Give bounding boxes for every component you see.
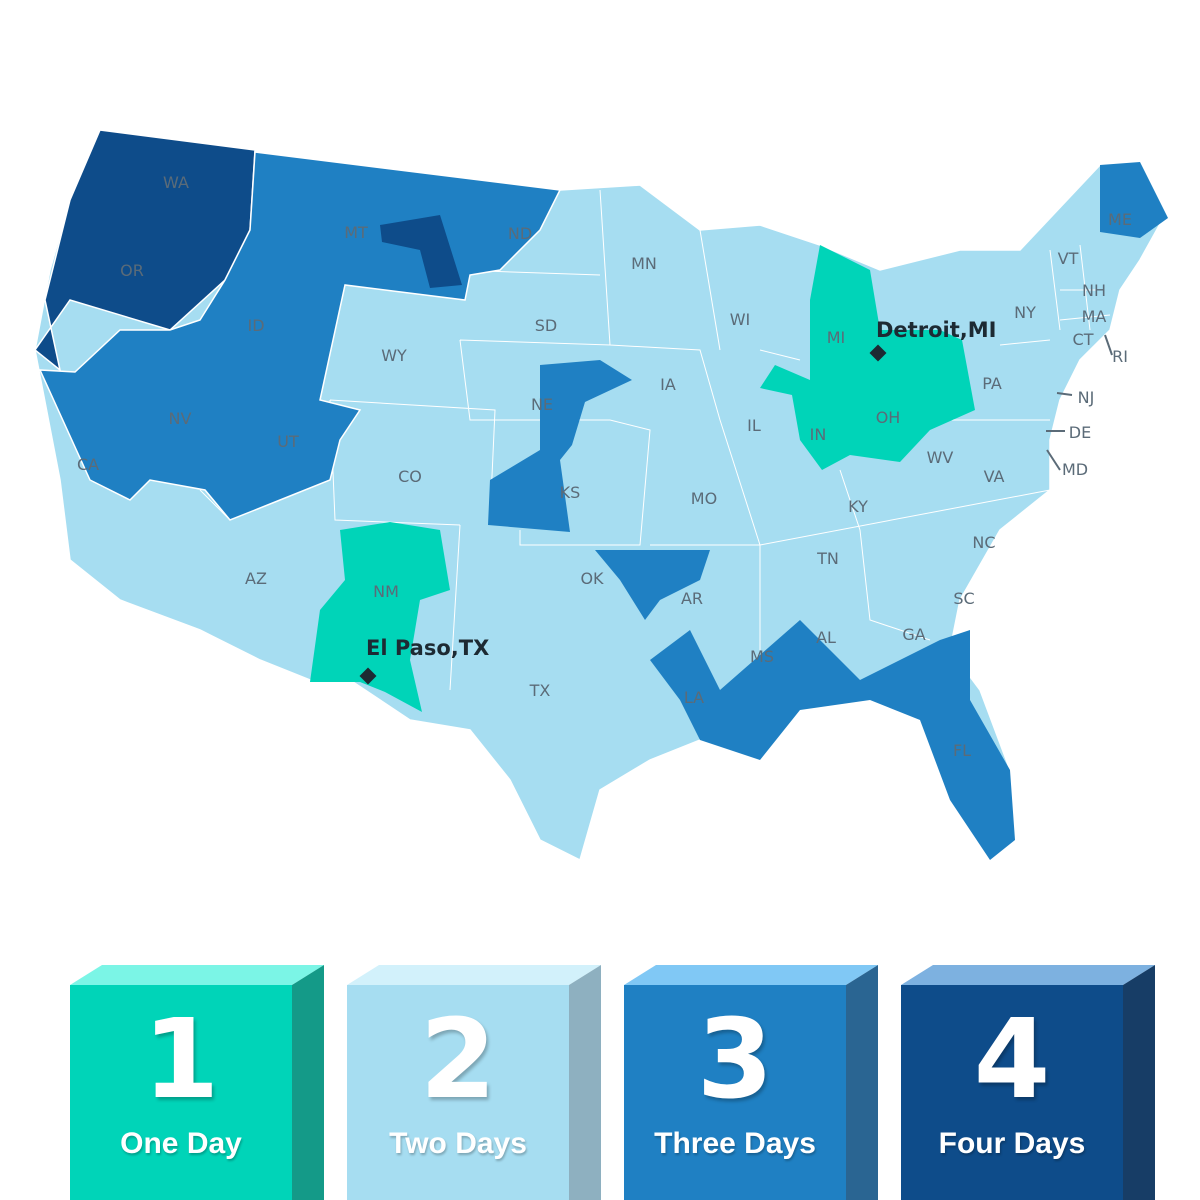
state-label-in: IN	[810, 425, 827, 444]
state-label-nc: NC	[972, 533, 995, 552]
location-marker-icon	[869, 344, 887, 362]
region-one-day-nm	[310, 522, 450, 712]
state-label-ar: AR	[681, 589, 703, 608]
legend-number: 4	[973, 995, 1051, 1123]
state-label-pa: PA	[982, 374, 1002, 393]
state-label-wv: WV	[927, 448, 954, 467]
state-label-la: LA	[684, 688, 704, 707]
region-one-day-midwest	[760, 245, 975, 470]
legend-label: Four Days	[938, 1127, 1086, 1160]
state-label-oh: OH	[876, 408, 901, 427]
state-label-sc: SC	[953, 589, 974, 608]
state-label-va: VA	[984, 467, 1005, 486]
state-label-md: MD	[1062, 460, 1088, 479]
state-label-il: IL	[747, 416, 761, 435]
state-label-nh: NH	[1082, 281, 1106, 300]
state-borders	[199, 189, 1111, 691]
city-label: Detroit,MI	[876, 318, 996, 342]
state-label-ca: CA	[77, 455, 99, 474]
region-four-days-mt-2	[380, 215, 462, 288]
state-label-tn: TN	[816, 549, 839, 568]
city-detroit: Detroit,MI	[869, 318, 996, 362]
legend-two-days: 2 Two Days	[347, 965, 602, 1200]
state-label-ne: NE	[531, 395, 553, 414]
legend-number: 1	[142, 995, 220, 1123]
state-labels: WA OR CA MT ID NV WY UT AZ CO NM ND SD NE KS OK TX MN IA MO…	[77, 173, 1132, 760]
state-label-fl: FL	[953, 741, 971, 760]
state-label-mo: MO	[691, 489, 717, 508]
state-label-ma: MA	[1082, 307, 1107, 326]
state-label-de: DE	[1069, 423, 1091, 442]
state-label-nd: ND	[508, 224, 532, 243]
state-label-wy: WY	[381, 346, 407, 365]
legend-three-days: 3 Three Days	[624, 965, 879, 1200]
state-label-vt: VT	[1058, 249, 1079, 268]
legend-number: 3	[696, 995, 774, 1123]
state-label-az: AZ	[245, 569, 267, 588]
state-label-ks: KS	[560, 483, 581, 502]
state-label-ut: UT	[277, 432, 299, 451]
legend-four-days: 4 Four Days	[901, 965, 1156, 1200]
legend-label: One Day	[120, 1127, 242, 1160]
state-label-ok: OK	[580, 569, 604, 588]
state-label-mt: MT	[344, 223, 368, 242]
region-three-days-plains	[488, 360, 632, 532]
state-label-ky: KY	[848, 497, 868, 516]
state-label-nv: NV	[169, 409, 192, 428]
state-label-id: ID	[247, 316, 264, 335]
region-three-days-southeast	[650, 620, 1015, 860]
region-three-days-maine	[1100, 162, 1168, 238]
legend-label: Two Days	[389, 1127, 527, 1160]
state-label-ny: NY	[1014, 303, 1036, 322]
legend-one-day: 1 One Day	[70, 965, 325, 1200]
state-label-or: OR	[120, 261, 144, 280]
leader-lines	[1046, 334, 1113, 471]
state-label-wa: WA	[163, 173, 189, 192]
state-label-wi: WI	[730, 310, 751, 329]
state-label-al: AL	[816, 628, 836, 647]
state-label-ct: CT	[1073, 330, 1094, 349]
state-label-me: ME	[1108, 210, 1132, 229]
state-label-ri: RI	[1112, 347, 1128, 366]
location-marker-icon	[359, 667, 377, 685]
state-label-sd: SD	[535, 316, 557, 335]
state-label-tx: TX	[529, 681, 551, 700]
state-label-ga: GA	[902, 625, 925, 644]
state-label-mi: MI	[827, 328, 846, 347]
region-three-days-okar	[595, 550, 710, 620]
state-label-ms: MS	[750, 647, 774, 666]
us-delivery-map: WA OR CA MT ID NV WY UT AZ CO NM ND SD NE KS OK TX MN IA MO…	[33, 129, 1168, 862]
state-label-co: CO	[398, 467, 422, 486]
state-label-nm: NM	[373, 582, 399, 601]
legend-label: Three Days	[654, 1127, 816, 1160]
city-label: El Paso,TX	[366, 636, 489, 660]
legend-number: 2	[419, 995, 497, 1123]
state-label-mn: MN	[631, 254, 657, 273]
state-label-ia: IA	[660, 375, 676, 394]
city-el-paso: El Paso,TX	[359, 636, 489, 685]
state-label-nj: NJ	[1078, 388, 1095, 407]
